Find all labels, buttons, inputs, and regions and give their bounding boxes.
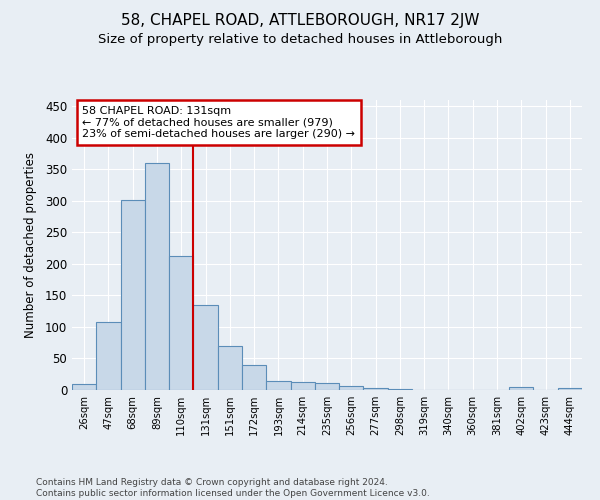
Bar: [169, 256, 193, 390]
Bar: [388, 388, 412, 390]
Y-axis label: Number of detached properties: Number of detached properties: [23, 152, 37, 338]
Text: 58 CHAPEL ROAD: 131sqm
← 77% of detached houses are smaller (979)
23% of semi-de: 58 CHAPEL ROAD: 131sqm ← 77% of detached…: [82, 106, 355, 139]
Bar: [96, 322, 121, 390]
Bar: [364, 388, 388, 390]
Bar: [509, 388, 533, 390]
Text: Size of property relative to detached houses in Attleborough: Size of property relative to detached ho…: [98, 32, 502, 46]
Bar: [242, 365, 266, 390]
Bar: [121, 200, 145, 390]
Bar: [218, 346, 242, 390]
Text: 58, CHAPEL ROAD, ATTLEBOROUGH, NR17 2JW: 58, CHAPEL ROAD, ATTLEBOROUGH, NR17 2JW: [121, 12, 479, 28]
Bar: [266, 380, 290, 390]
Bar: [339, 386, 364, 390]
Bar: [558, 388, 582, 390]
Bar: [72, 384, 96, 390]
Bar: [315, 383, 339, 390]
Bar: [145, 163, 169, 390]
Text: Contains HM Land Registry data © Crown copyright and database right 2024.
Contai: Contains HM Land Registry data © Crown c…: [36, 478, 430, 498]
Bar: [193, 305, 218, 390]
Bar: [290, 382, 315, 390]
